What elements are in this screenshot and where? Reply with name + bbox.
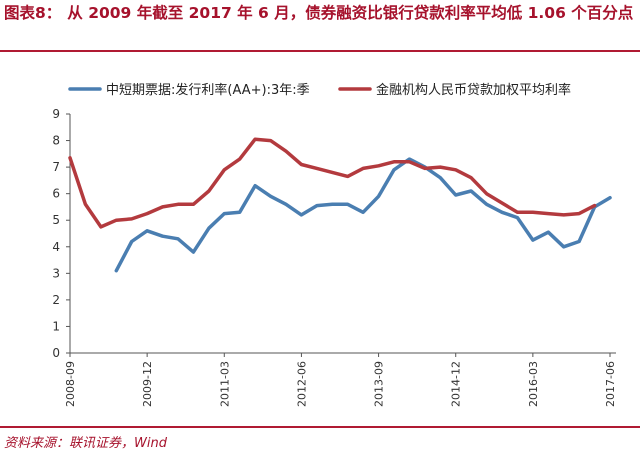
x-tick-label: 2008-09 — [64, 361, 77, 407]
y-tick-label: 8 — [52, 134, 60, 148]
source-note: 资料来源：联讯证券，Wind — [4, 436, 167, 451]
y-tick-label: 4 — [52, 240, 60, 254]
figure-label: 图表8： — [4, 4, 62, 22]
figure-title: 图表8： 从 2009 年截至 2017 年 6 月，债券融资比银行贷款利率平均低… — [4, 2, 636, 25]
legend-label: 中短期票据:发行利率(AA+):3年:季 — [106, 82, 310, 98]
y-tick-label: 6 — [52, 187, 60, 201]
line-chart: 0 1 2 3 4 5 6 7 8 9 2008-09 2009-12 2011-03 2012-06 20… — [52, 82, 617, 407]
x-tick-label: 2012-06 — [295, 361, 308, 407]
x-tick-label: 2014-12 — [450, 361, 463, 407]
source-rule — [0, 426, 640, 428]
x-tick-label: 2013-09 — [373, 361, 386, 407]
figure-title-text: 从 2009 年截至 2017 年 6 月，债券融资比银行贷款利率平均低 1.0… — [67, 4, 634, 22]
series-line-loan-rate — [68, 137, 597, 229]
x-tick-label: 2017-06 — [604, 361, 617, 407]
title-rule — [0, 50, 640, 52]
series-line-note-rate — [114, 157, 612, 273]
y-tick-label: 0 — [52, 346, 60, 360]
x-tick-label: 2011-03 — [218, 361, 231, 407]
x-tick-label: 2016-03 — [527, 361, 540, 407]
y-tick-label: 9 — [52, 107, 60, 121]
legend-label: 金融机构人民币贷款加权平均利率 — [376, 82, 571, 98]
y-tick-label: 3 — [52, 266, 60, 280]
y-tick-label: 2 — [52, 293, 60, 307]
y-tick-label: 1 — [52, 319, 60, 333]
y-tick-label: 5 — [52, 213, 60, 227]
x-tick-label: 2009-12 — [141, 361, 154, 407]
y-tick-label: 7 — [52, 160, 60, 174]
